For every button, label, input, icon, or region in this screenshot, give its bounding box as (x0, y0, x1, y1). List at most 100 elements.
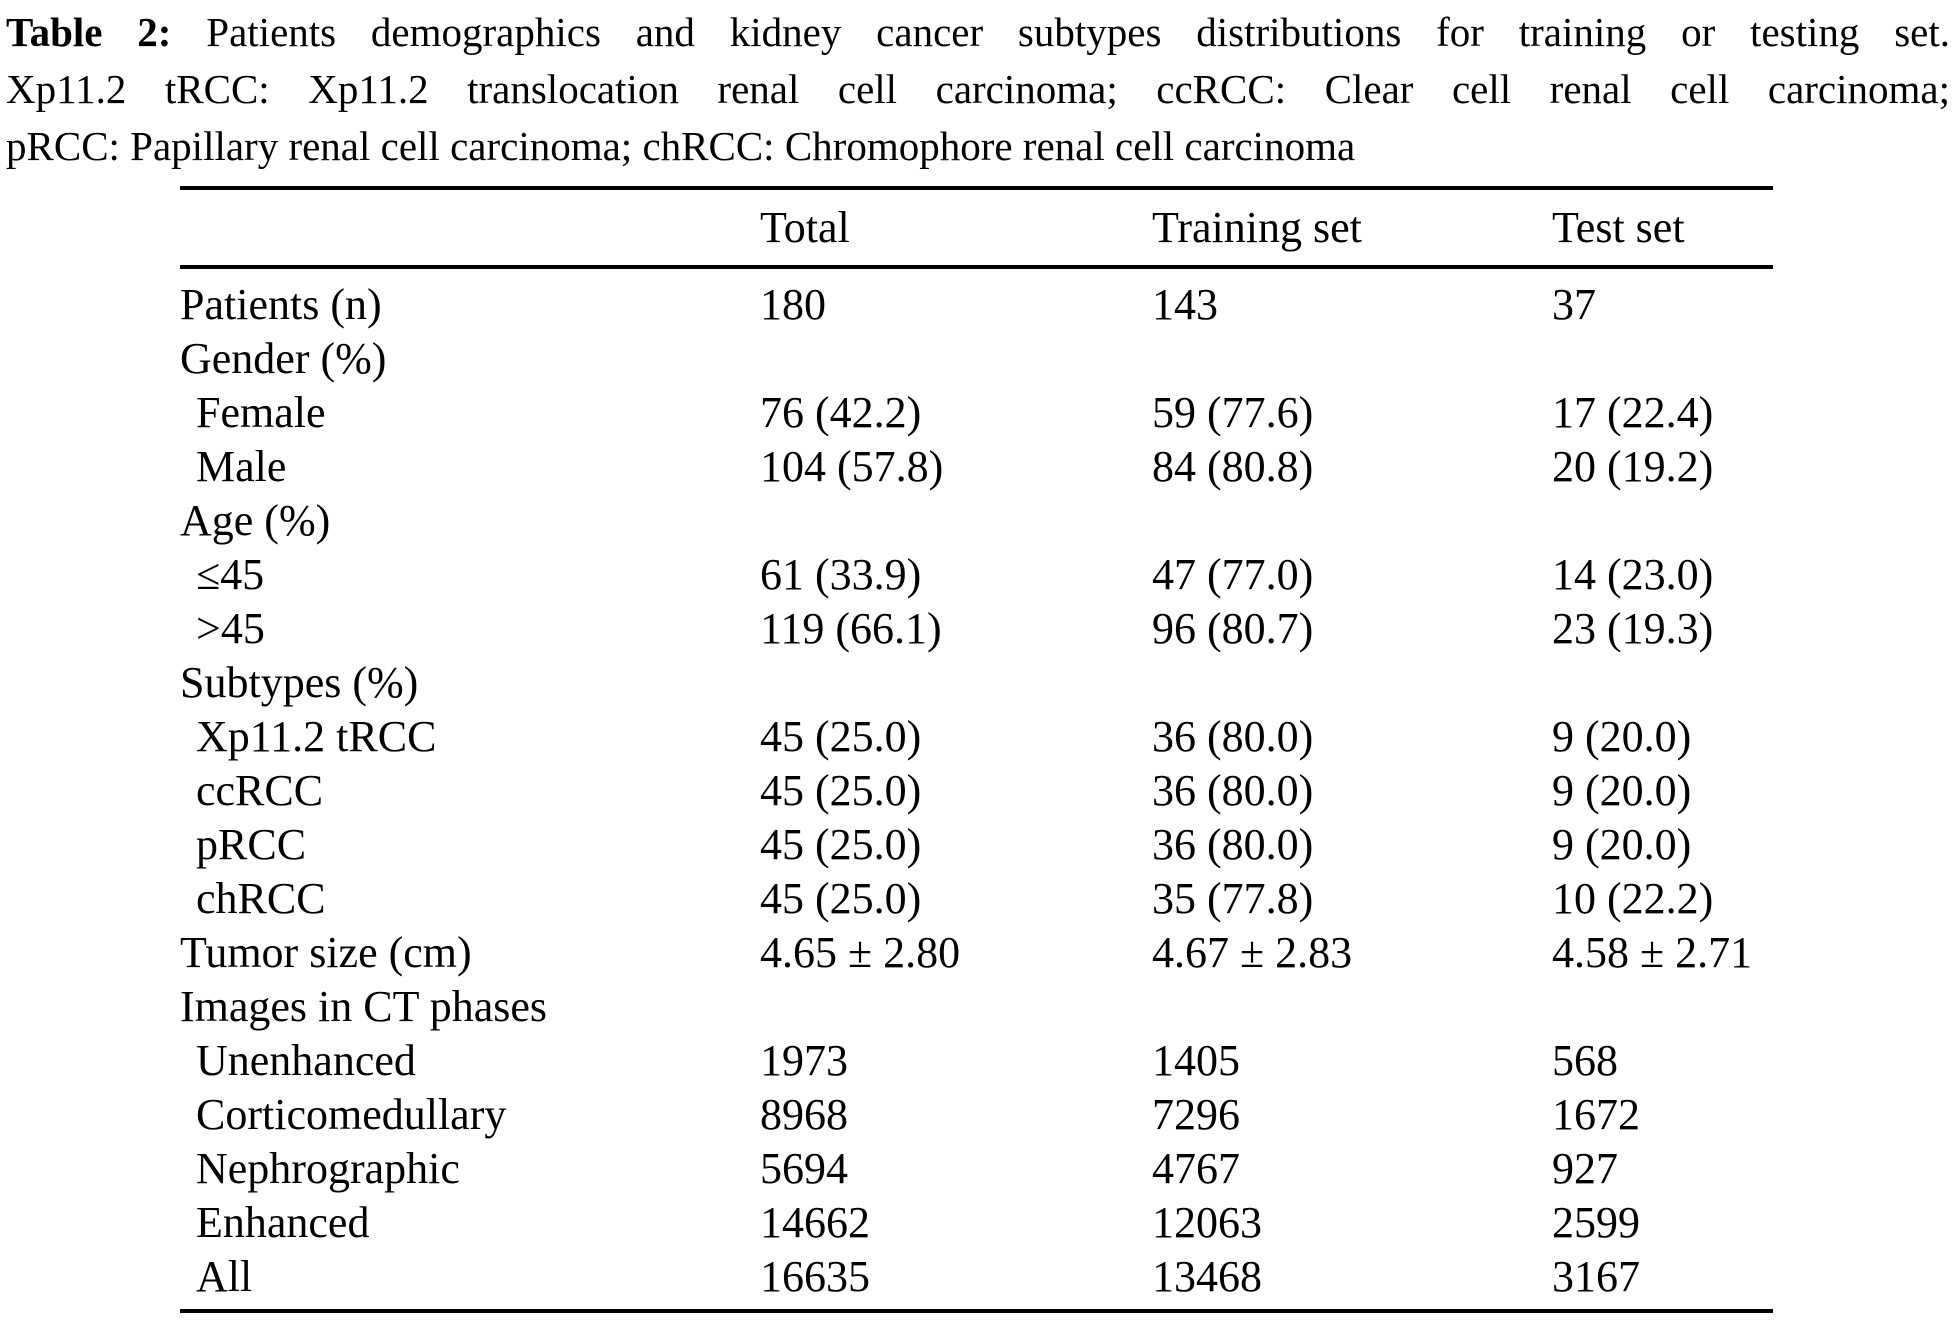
cell-test: 23 (19.3) (1552, 604, 1714, 653)
row-label: pRCC (196, 820, 307, 869)
cell-test (1552, 332, 1773, 386)
cell-total: 45 (25.0) (760, 766, 922, 815)
cell-training: 1405 (1152, 1036, 1240, 1085)
row-label: Enhanced (196, 1198, 370, 1247)
cell-test (1552, 494, 1773, 548)
cell-test: 10 (22.2) (1552, 874, 1714, 923)
caption-line-1-text: Patients demographics and kidney cancer … (206, 9, 1950, 55)
row-label: Gender (%) (180, 334, 387, 383)
table-row: All 16635 13468 3167 (180, 1250, 1773, 1304)
table-top-rule (180, 186, 1773, 190)
cell-total (760, 332, 1152, 386)
row-label: ccRCC (196, 766, 324, 815)
cell-training: 35 (77.8) (1152, 874, 1314, 923)
cell-total: 1973 (760, 1036, 848, 1085)
table-row: Subtypes (%) (180, 656, 1773, 710)
caption-table-label: Table 2: (6, 9, 172, 55)
cell-test: 927 (1552, 1144, 1618, 1193)
caption-line-2: Xp11.2 tRCC: Xp11.2 translocation renal … (6, 66, 1950, 112)
table-row: ≤45 61 (33.9) 47 (77.0) 14 (23.0) (180, 548, 1773, 602)
cell-test (1552, 980, 1773, 1034)
column-header-training-set: Training set (1152, 203, 1362, 252)
table-row: Corticomedullary 8968 7296 1672 (180, 1088, 1773, 1142)
cell-training: 13468 (1152, 1252, 1262, 1301)
row-label: Xp11.2 tRCC (196, 712, 437, 761)
cell-training: 4.67 ± 2.83 (1152, 928, 1353, 977)
cell-test: 20 (19.2) (1552, 442, 1714, 491)
table-row: Tumor size (cm) 4.65 ± 2.80 4.67 ± 2.83 … (180, 926, 1773, 980)
table-bottom-rule (180, 1309, 1773, 1313)
table-row: Age (%) (180, 494, 1773, 548)
row-label: Age (%) (180, 496, 331, 545)
row-label: >45 (196, 604, 265, 653)
cell-total: 119 (66.1) (760, 604, 942, 653)
cell-training: 47 (77.0) (1152, 550, 1314, 599)
cell-test: 14 (23.0) (1552, 550, 1714, 599)
cell-test: 9 (20.0) (1552, 712, 1692, 761)
cell-test: 9 (20.0) (1552, 766, 1692, 815)
demographics-table: Total Training set Test set Patients (n)… (180, 186, 1773, 1313)
cell-total (760, 656, 1152, 710)
table-caption: Table 2: Patients demographics and kidne… (6, 4, 1950, 175)
table-body: Patients (n) 180 143 37 Gender (%) Femal… (180, 269, 1773, 1309)
column-header-test-set: Test set (1552, 203, 1685, 252)
row-label: Tumor size (cm) (180, 928, 472, 977)
cell-test: 568 (1552, 1036, 1618, 1085)
cell-training (1152, 980, 1552, 1034)
cell-test (1552, 656, 1773, 710)
cell-total: 4.65 ± 2.80 (760, 928, 961, 977)
cell-training: 96 (80.7) (1152, 604, 1314, 653)
row-label: Images in CT phases (180, 982, 548, 1031)
cell-training: 143 (1152, 280, 1218, 329)
table-row: Xp11.2 tRCC 45 (25.0) 36 (80.0) 9 (20.0) (180, 710, 1773, 764)
row-label: ≤45 (196, 550, 265, 599)
cell-test: 2599 (1552, 1198, 1640, 1247)
cell-total (760, 494, 1152, 548)
cell-total: 76 (42.2) (760, 388, 922, 437)
row-label: Corticomedullary (196, 1090, 507, 1139)
cell-training: 36 (80.0) (1152, 766, 1314, 815)
table-row: chRCC 45 (25.0) 35 (77.8) 10 (22.2) (180, 872, 1773, 926)
cell-training (1152, 494, 1552, 548)
table-row: Patients (n) 180 143 37 (180, 278, 1773, 332)
table-row: Images in CT phases (180, 980, 1773, 1034)
cell-training (1152, 656, 1552, 710)
cell-training: 36 (80.0) (1152, 820, 1314, 869)
row-label: Female (196, 388, 326, 437)
table-row: Enhanced 14662 12063 2599 (180, 1196, 1773, 1250)
cell-training (1152, 332, 1552, 386)
cell-test: 1672 (1552, 1090, 1640, 1139)
cell-test: 3167 (1552, 1252, 1640, 1301)
caption-line-1: Table 2: Patients demographics and kidne… (6, 4, 1950, 61)
row-label: Unenhanced (196, 1036, 416, 1085)
cell-training: 4767 (1152, 1144, 1240, 1193)
cell-total: 45 (25.0) (760, 712, 922, 761)
cell-test: 9 (20.0) (1552, 820, 1692, 869)
table-row: pRCC 45 (25.0) 36 (80.0) 9 (20.0) (180, 818, 1773, 872)
cell-training: 36 (80.0) (1152, 712, 1314, 761)
row-label: Subtypes (%) (180, 658, 419, 707)
table-row: Nephrographic 5694 4767 927 (180, 1142, 1773, 1196)
cell-total: 180 (760, 280, 826, 329)
cell-total: 61 (33.9) (760, 550, 922, 599)
row-label: All (196, 1252, 253, 1301)
cell-training: 7296 (1152, 1090, 1240, 1139)
table-row: Unenhanced 1973 1405 568 (180, 1034, 1773, 1088)
cell-total: 45 (25.0) (760, 874, 922, 923)
table-row: >45 119 (66.1) 96 (80.7) 23 (19.3) (180, 602, 1773, 656)
row-label: Male (196, 442, 287, 491)
cell-training: 12063 (1152, 1198, 1262, 1247)
cell-total: 16635 (760, 1252, 870, 1301)
cell-training: 59 (77.6) (1152, 388, 1314, 437)
table-row: Male 104 (57.8) 84 (80.8) 20 (19.2) (180, 440, 1773, 494)
table-header-rule (180, 265, 1773, 269)
cell-total: 45 (25.0) (760, 820, 922, 869)
cell-total (760, 980, 1152, 1034)
row-label: chRCC (196, 874, 326, 923)
column-header-total: Total (760, 203, 850, 252)
table-header-row: Total Training set Test set (180, 190, 1773, 265)
table-row: Female 76 (42.2) 59 (77.6) 17 (22.4) (180, 386, 1773, 440)
table-row: ccRCC 45 (25.0) 36 (80.0) 9 (20.0) (180, 764, 1773, 818)
cell-total: 14662 (760, 1198, 870, 1247)
cell-total: 104 (57.8) (760, 442, 944, 491)
